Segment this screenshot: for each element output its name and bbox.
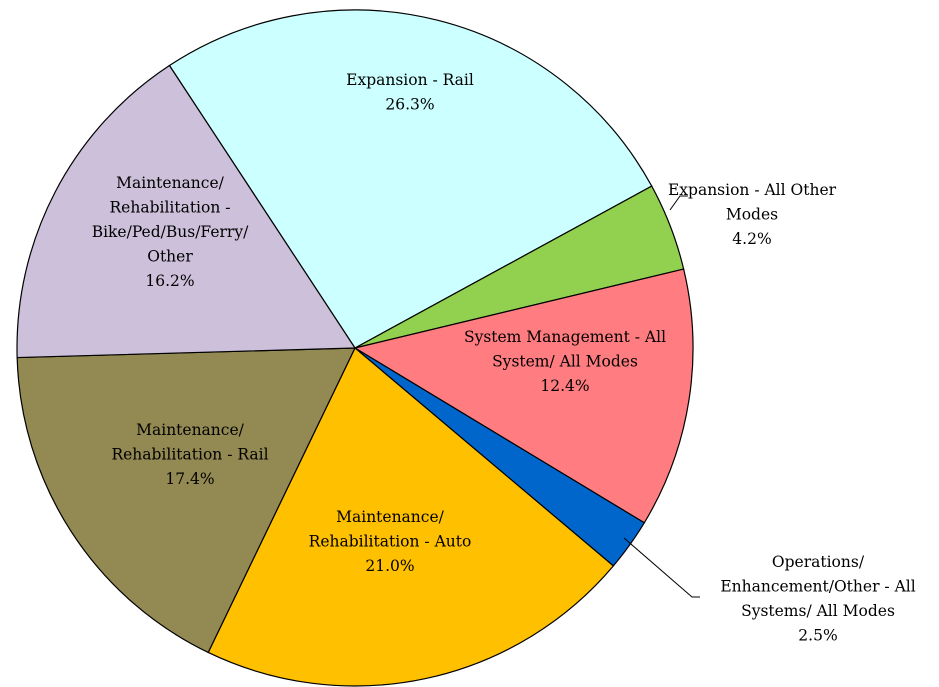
slice-label: Expansion - Rail [346,71,474,89]
value-label: 16.2% [145,272,194,290]
slice-label-line: Other [147,248,193,266]
leader-line [623,537,700,598]
slice-label: Operations/Enhancement/Other - All System… [720,553,915,620]
slice-label: Maintenance/Rehabilitation - Auto [309,508,472,551]
slice-label-line: Rehabilitation - Rail [111,446,268,464]
value-label: 12.4% [540,377,589,395]
slice-label-line: Rehabilitation - [110,199,231,217]
slice-label-line: Modes [726,206,778,224]
slice-label: Expansion - All Other Modes [668,181,837,224]
pie-slice [16,347,356,654]
value-label: 26.3% [385,96,434,114]
slice-label: Maintenance/Rehabilitation - Rail [111,421,268,464]
slice-label-line: System Management - All [464,328,666,346]
slice-label-line: Systems/ All Modes [741,602,895,620]
slice-label-line: Enhancement/Other - All [720,578,915,596]
slice-label-line: Maintenance/ [136,421,245,439]
value-label: 4.2% [732,230,771,248]
value-label: 21.0% [365,557,414,575]
pie-slice [168,9,653,349]
slice-label-line: Expansion - Rail [346,71,474,89]
pie-slice [353,268,694,524]
slice-label-line: Rehabilitation - Auto [309,533,472,551]
slice-label: Maintenance/Rehabilitation - Bike/Ped/Bus… [92,174,249,266]
value-label: 2.5% [798,627,837,645]
slice-label-line: System/ All Modes [492,353,638,371]
pie-slice [16,64,357,359]
slice-label-line: Maintenance/ [116,174,225,192]
slice-label: System Management - All System/ All Modes [464,328,666,371]
slice-label-line: Maintenance/ [336,508,445,526]
value-label: 17.4% [165,470,214,488]
leader-line [669,195,688,211]
slice-label-line: Expansion - All Other [668,181,837,199]
slice-label-line: Bike/Ped/Bus/Ferry/ [92,223,249,241]
slice-label-line: Operations/ [772,553,865,571]
pie-slice [207,347,615,687]
